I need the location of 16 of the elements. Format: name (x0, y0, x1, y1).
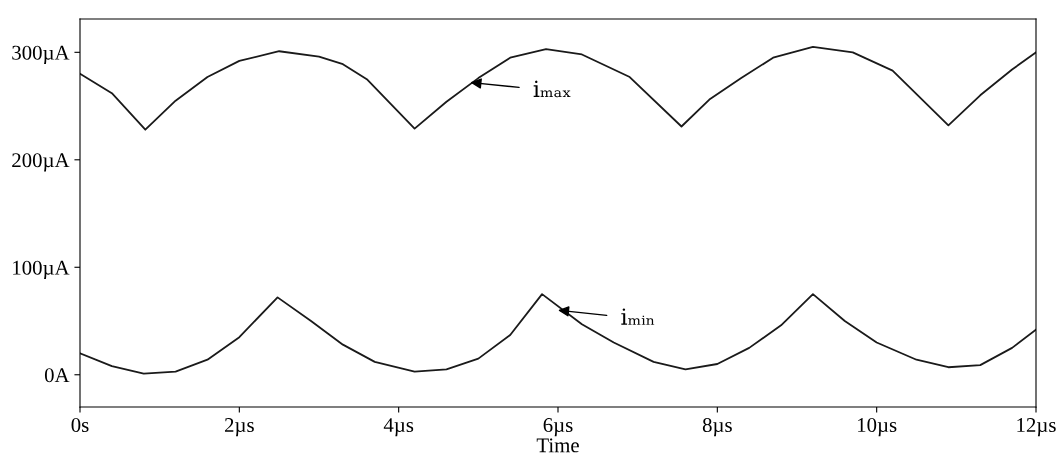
y-tick-label: 0A (44, 368, 70, 383)
x-tick-label: 6µs (543, 418, 573, 437)
x-tick-label: 4µs (383, 418, 414, 437)
x-tick-label: 12µs (1017, 418, 1056, 437)
line-series (80, 293, 1036, 375)
x-tick-label: 8µs (702, 418, 732, 437)
y-tick-label: 100µA (13, 260, 70, 279)
annotation: iₘᵢₙ (621, 308, 655, 325)
annotation: iₘₐₓ (533, 80, 571, 98)
x-axis-title: Time (536, 438, 579, 453)
x-tick-label: 2µs (224, 418, 254, 437)
x-tick-label: 10µs (858, 418, 897, 437)
y-tick-label: 200µA (12, 153, 70, 172)
line-series (80, 46, 1036, 131)
x-tick-label: 0s (71, 418, 89, 433)
y-tick-label: 300µA (12, 45, 70, 64)
